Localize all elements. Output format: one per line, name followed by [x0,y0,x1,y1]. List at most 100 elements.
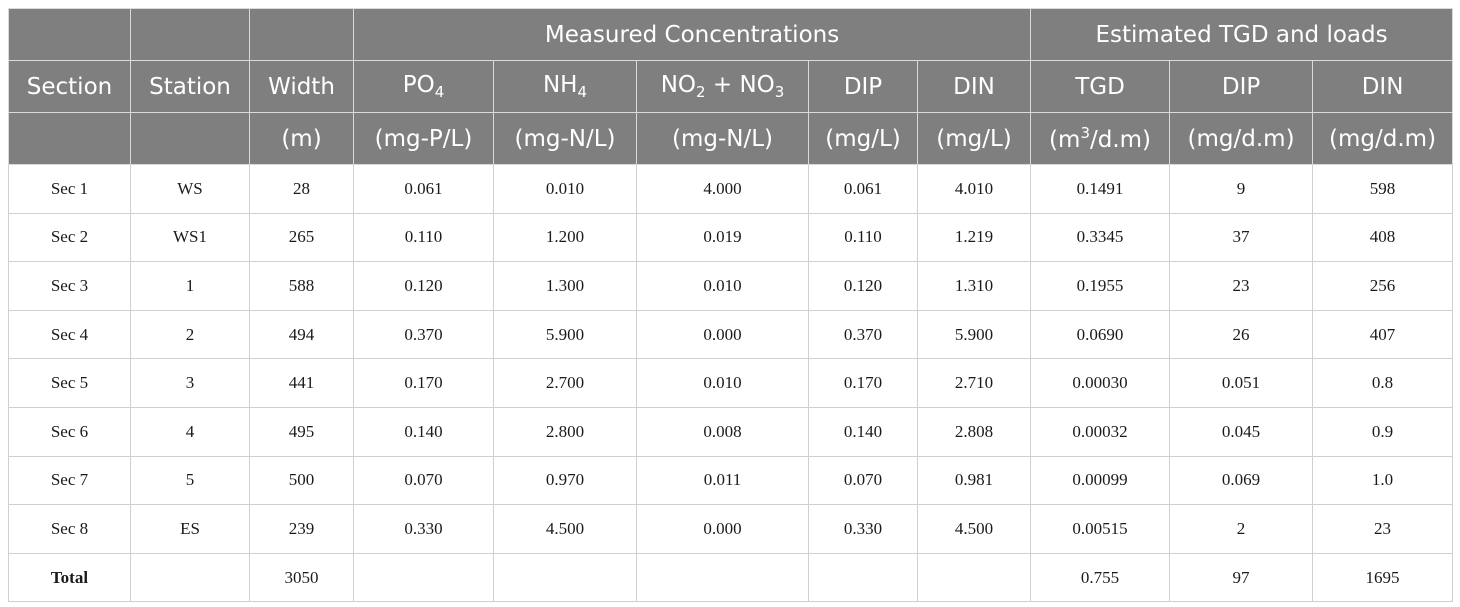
table-cell: 441 [249,358,354,408]
table-cell: 4.010 [916,164,1032,214]
table-cell: 0.9 [1312,406,1454,457]
table-cell: 5.900 [493,309,637,360]
table-cell: 494 [249,309,354,360]
din-unit: (mg/L) [916,112,1032,165]
dip-unit: (mg/L) [808,112,918,165]
table-cell: 2.808 [916,406,1032,457]
table-cell: 2.710 [916,358,1032,408]
table-cell: 2 [130,309,250,360]
table-cell: 0.019 [636,212,809,263]
table-cell: 0.011 [636,455,809,506]
table-cell: 0.120 [353,261,494,311]
table-row: Sec 1 WS 28 0.061 0.010 4.000 0.061 4.010 0.1491… [8,164,1454,214]
din-header: DIN [916,60,1032,113]
width-unit: (m) [249,112,354,165]
empty-header-cell [8,8,131,61]
po4-header: PO4 [353,60,494,113]
table-row: Sec 5 3 441 0.170 2.700 0.010 0.170 2.710 0.0003… [8,358,1454,408]
table-cell: 2.800 [493,406,637,457]
plus-no3-text: + NO [705,72,775,98]
table-cell: 0.00032 [1030,406,1171,457]
table-cell: 598 [1312,164,1454,214]
table-cell: 0.070 [353,455,494,506]
din-load-header: DIN [1312,60,1454,113]
table-cell: 0.981 [916,455,1032,506]
table-cell: 23 [1169,261,1314,311]
po4-subscript: 4 [434,83,445,101]
table-cell: 1.219 [916,212,1032,263]
table-cell: 9 [1169,164,1314,214]
table-row: Sec 2 WS1 265 0.110 1.200 0.019 0.110 1.219 0.33… [8,212,1454,263]
table-cell: 0.1955 [1030,261,1171,311]
table-cell: 0.140 [808,406,918,457]
table-cell: 1.300 [493,261,637,311]
table-cell: 0.3345 [1030,212,1171,263]
table-cell: Sec 6 [8,406,131,457]
table-row: Sec 7 5 500 0.070 0.970 0.011 0.070 0.981 0.0009… [8,455,1454,506]
empty-header-cell [130,112,250,165]
table-cell: Sec 2 [8,212,131,263]
table-cell: 0.1491 [1030,164,1171,214]
table-cell: 3 [130,358,250,408]
table-cell: 1.200 [493,212,637,263]
table-cell: 1.0 [1312,455,1454,506]
dip-load-header: DIP [1169,60,1314,113]
total-dip-load: 97 [1169,552,1314,603]
table-cell: 407 [1312,309,1454,360]
table-row: Sec 6 4 495 0.140 2.800 0.008 0.140 2.808 0.0003… [8,406,1454,457]
table-cell: Sec 3 [8,261,131,311]
table-cell: 0.140 [353,406,494,457]
po4-base: PO [402,72,435,98]
table-cell: 500 [249,455,354,506]
table-cell [808,552,918,603]
tgd-unit-post: /d.m) [1089,127,1152,153]
group-header-row: Measured Concentrations Estimated TGD an… [8,8,1454,61]
table-cell: 0.000 [636,504,809,554]
empty-header-cell [249,8,354,61]
total-row: Total 3050 0.755 97 1695 [8,552,1454,603]
table-cell: 0.370 [353,309,494,360]
table-cell: 0.00099 [1030,455,1171,506]
table-cell: 0.170 [808,358,918,408]
table-cell: 239 [249,504,354,554]
empty-header-cell [130,8,250,61]
table-cell: 37 [1169,212,1314,263]
units-header-row: (m) (mg-P/L) (mg-N/L) (mg-N/L) (mg/L) (m… [8,112,1454,165]
width-header: Width [249,60,354,113]
table-cell: 0.110 [353,212,494,263]
tgd-header: TGD [1030,60,1171,113]
table-cell: 0.00030 [1030,358,1171,408]
table-cell: 0.010 [636,358,809,408]
table-cell: 408 [1312,212,1454,263]
table-cell: 0.070 [808,455,918,506]
tgd-unit-pre: (m [1049,127,1081,153]
table-cell: Sec 4 [8,309,131,360]
table-cell: 1.310 [916,261,1032,311]
nh4-header: NH4 [493,60,637,113]
table-cell: 0.170 [353,358,494,408]
table-cell: 1 [130,261,250,311]
table-cell: 2 [1169,504,1314,554]
table-cell: 0.330 [353,504,494,554]
table-cell [493,552,637,603]
table-cell: 0.330 [808,504,918,554]
table-cell: Sec 8 [8,504,131,554]
total-din-load: 1695 [1312,552,1454,603]
tgd-unit: (m3/d.m) [1030,112,1171,165]
concentration-table: Measured Concentrations Estimated TGD an… [8,8,1454,603]
table-row: Sec 8 ES 239 0.330 4.500 0.000 0.330 4.500 0.005… [8,504,1454,554]
table-row: Sec 3 1 588 0.120 1.300 0.010 0.120 1.310 0.1955… [8,261,1454,311]
table-cell: Sec 1 [8,164,131,214]
table-cell: 0.8 [1312,358,1454,408]
table-body: Sec 1 WS 28 0.061 0.010 4.000 0.061 4.010 0.1491… [8,164,1454,603]
table-cell: ES [130,504,250,554]
table-cell: 0.061 [808,164,918,214]
table-cell: 256 [1312,261,1454,311]
empty-header-cell [8,112,131,165]
table-cell: 0.370 [808,309,918,360]
table-cell: WS1 [130,212,250,263]
table-cell: 0.010 [493,164,637,214]
table-cell: 4.500 [916,504,1032,554]
station-header: Station [130,60,250,113]
no3-subscript: 3 [774,83,785,101]
